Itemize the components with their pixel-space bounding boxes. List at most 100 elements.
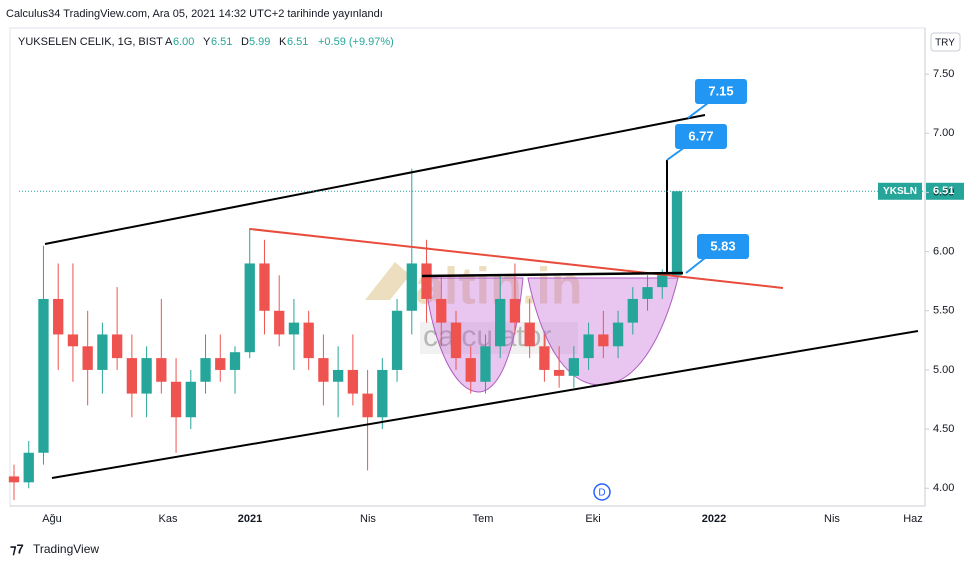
watermark: altin.in calculator <box>365 258 583 354</box>
candle-body <box>38 298 49 453</box>
neckline <box>421 271 684 278</box>
candle-body <box>362 393 373 418</box>
candle-body <box>377 369 388 418</box>
candle-body <box>671 191 683 276</box>
currency: TRY <box>935 38 955 49</box>
last-price: 6.51 <box>933 185 954 197</box>
y-tick-label: 5.00 <box>933 364 954 376</box>
candle-body <box>185 381 196 418</box>
candle-body <box>509 298 521 323</box>
y-tick-label: 6.00 <box>933 246 954 258</box>
y-tick-label: 7.50 <box>933 68 954 80</box>
candle-body <box>436 298 447 323</box>
candle-body <box>347 369 359 394</box>
x-tick-label: 2021 <box>238 513 262 525</box>
candle-body <box>67 334 79 347</box>
candle-body <box>450 322 462 359</box>
candle-body <box>480 346 491 382</box>
candle-body <box>583 334 594 359</box>
resistance-line <box>249 228 784 289</box>
candle-body <box>465 358 476 382</box>
ohlc-value: 6.51 <box>287 36 308 48</box>
x-tick-label: Kas <box>159 513 178 525</box>
candle-body <box>82 346 93 370</box>
callout <box>695 79 747 104</box>
candle-body <box>156 358 167 382</box>
channel-top <box>44 114 706 245</box>
candle-body <box>332 369 344 382</box>
callout-pointer <box>685 257 706 274</box>
candle-body <box>288 322 300 335</box>
callout <box>675 124 727 149</box>
x-tick-label: Eki <box>585 513 600 525</box>
candles <box>8 168 683 501</box>
candle-body <box>200 358 211 382</box>
x-tick-label: Nis <box>360 513 376 525</box>
candle-body <box>141 358 152 394</box>
footer-logo: ⁊7 <box>10 541 24 556</box>
y-axis: 4.00 4.50 5.00 5.50 6.00 6.50 7.00 7.50 6.51 <box>925 68 954 494</box>
ohlc-value: 6.00 <box>173 36 194 48</box>
plot-frame <box>9 27 926 507</box>
publisher: Calculus34 TradingView.com, Ara 05, 2021… <box>6 8 383 20</box>
candle-body <box>568 358 580 376</box>
ohlc-value: 6.51 <box>211 36 232 48</box>
candle-body <box>657 275 668 288</box>
y-tick-label: 4.00 <box>933 482 954 494</box>
y-tick-label: 7.00 <box>933 127 954 139</box>
x-tick-label: Ağu <box>42 513 62 525</box>
channel-bottom <box>51 330 919 479</box>
candle-body <box>495 298 506 347</box>
ohlc-value: 5.99 <box>249 36 270 48</box>
candle-body <box>553 369 565 376</box>
currency-button[interactable] <box>930 32 961 52</box>
y-tick-label: 5.50 <box>933 305 954 317</box>
x-axis: Ağu Kas 2021 Nis Tem Eki 2022 Nis Haz <box>42 513 923 525</box>
ohlc-key: A <box>165 36 173 48</box>
candle-body <box>318 358 329 382</box>
callout-pointer <box>687 102 709 119</box>
candle-body <box>229 352 241 370</box>
candle-body <box>303 322 314 359</box>
candle-body <box>215 358 226 370</box>
candle-body <box>170 381 182 418</box>
candle-body <box>126 358 138 394</box>
ohlc-key: D <box>241 36 249 48</box>
x-tick-label: Nis <box>824 513 840 525</box>
candle-body <box>598 334 609 347</box>
candle-body <box>421 263 432 299</box>
ticker: YKSLN <box>883 186 917 197</box>
x-tick-label: 2022 <box>702 513 726 525</box>
candle-body <box>524 322 535 347</box>
ohlc-key: Y <box>203 36 211 48</box>
footer: TradingView <box>33 542 99 556</box>
event-marker-text: D <box>598 488 605 499</box>
callout-pointer <box>666 146 686 161</box>
candle-body <box>642 287 653 299</box>
candle-body <box>244 263 255 353</box>
callout-text: 5.83 <box>710 238 735 253</box>
candle-body <box>259 263 270 311</box>
candle-body <box>97 334 108 370</box>
ohlc-legend: A 6.00 Y 6.51 D 5.99 K 6.51 <box>165 36 308 48</box>
change: +0.59 (+9.97%) <box>318 36 394 48</box>
last-price-tag <box>926 182 964 200</box>
candle-body <box>53 298 64 335</box>
ticker-tag <box>878 182 922 200</box>
callout <box>697 234 749 259</box>
event-marker[interactable] <box>593 483 611 501</box>
logo <box>365 262 410 300</box>
x-tick-label: Tem <box>473 513 494 525</box>
candle-body <box>274 310 285 335</box>
y-tick-label: 4.50 <box>933 423 954 435</box>
x-tick-label: Haz <box>903 513 923 525</box>
candle-body <box>406 263 417 311</box>
candle-body <box>8 476 20 483</box>
candle-body <box>612 322 624 347</box>
candle-body <box>23 452 34 483</box>
y-tick-label: 6.50 <box>933 186 954 198</box>
candle-body <box>627 298 638 323</box>
callout-text: 6.77 <box>688 128 713 143</box>
